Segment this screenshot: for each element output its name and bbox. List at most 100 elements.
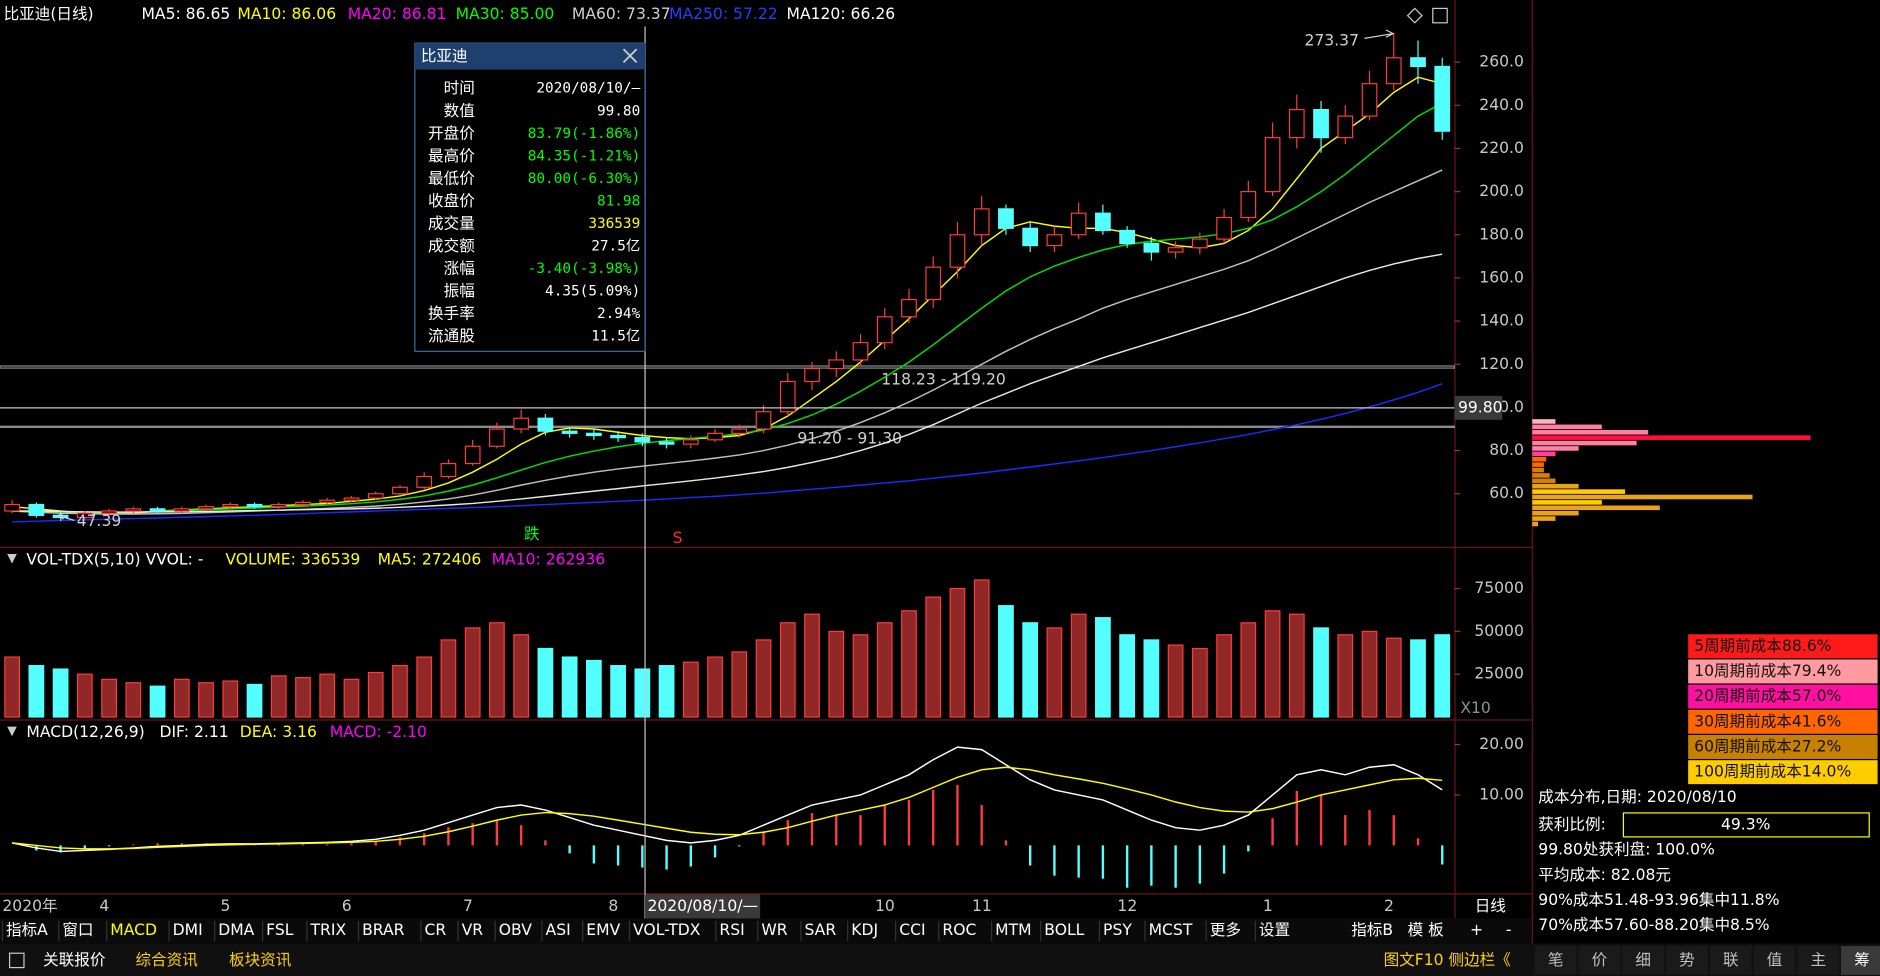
toolbar-tab[interactable]: - — [1506, 921, 1512, 939]
tooltip-label: 最低价 — [428, 169, 475, 187]
toolbar-tab[interactable]: WR — [761, 921, 787, 939]
toolbar-tab[interactable]: FSL — [266, 921, 294, 939]
toolbar-tab[interactable]: VR — [462, 921, 484, 939]
side-tab[interactable]: 主 — [1810, 951, 1826, 969]
side-tab[interactable]: 联 — [1723, 951, 1739, 969]
side-tab[interactable]: 价 — [1592, 951, 1608, 969]
volume-bar — [1167, 644, 1184, 718]
y-tick-label: 50000 — [1474, 622, 1524, 640]
side-tab-bg — [1622, 946, 1665, 975]
volume-bar — [634, 668, 651, 718]
tooltip-label: 涨幅 — [444, 260, 475, 278]
volume-bar — [1313, 627, 1329, 718]
tooltip-value: 336539 — [588, 216, 640, 232]
candle-body — [610, 434, 626, 439]
x-tick-label: 2 — [1384, 897, 1394, 915]
y-tick-label: 120.0 — [1479, 355, 1524, 373]
cost-bar — [1532, 467, 1544, 473]
volume-bar — [949, 587, 966, 718]
bottom-link[interactable]: 板块资讯 — [229, 951, 292, 969]
candle-body — [392, 486, 408, 495]
cost-bar — [1532, 489, 1626, 494]
toolbar-tab[interactable]: CCI — [899, 921, 925, 939]
toolbar-tab[interactable]: DMI — [173, 921, 203, 939]
side-tab[interactable]: 值 — [1767, 951, 1783, 969]
volume-bar — [319, 673, 336, 718]
toolbar-tab[interactable]: TRIX — [310, 921, 347, 939]
toolbar-tab[interactable]: MACD — [110, 921, 157, 939]
candle-body — [901, 298, 917, 318]
toolbar-tab[interactable]: MTM — [995, 921, 1031, 939]
toolbar-tab[interactable]: 指标B — [1351, 921, 1393, 939]
y-tick-label: 140.0 — [1479, 312, 1524, 330]
side-tab[interactable]: 筹 — [1854, 951, 1870, 969]
side-tab[interactable]: 势 — [1679, 951, 1695, 969]
diamond-icon[interactable] — [1406, 7, 1423, 24]
toolbar-tab[interactable]: 设置 — [1259, 921, 1290, 939]
cost-legend-box — [1688, 734, 1878, 759]
legend-item: VOL-TDX(5,10) VVOL: - — [26, 550, 203, 568]
volume-bar — [1119, 634, 1136, 718]
candle-body — [1361, 83, 1378, 117]
toolbar-tab[interactable]: SAR — [805, 921, 837, 939]
side-link[interactable]: 图文F10 侧边栏《 — [1384, 951, 1511, 969]
chart-title: 比亚迪(日线) — [4, 5, 94, 23]
candle-body — [658, 441, 675, 445]
side-tab-bg — [1753, 946, 1796, 975]
cost-legend-box — [1688, 760, 1878, 785]
toolbar-tab[interactable]: ROC — [942, 921, 976, 939]
cost-legend-box — [1688, 634, 1878, 659]
toolbar-tab[interactable]: EMV — [586, 921, 620, 939]
toolbar-tab[interactable]: MCST — [1149, 921, 1193, 939]
volume-bar — [1361, 630, 1378, 718]
tooltip-box — [414, 42, 646, 352]
toolbar-tab[interactable]: DMA — [218, 921, 254, 939]
side-tab[interactable]: 笔 — [1548, 951, 1564, 969]
candle-body — [440, 462, 457, 478]
volume-bar — [1434, 634, 1451, 718]
toolbar-tab[interactable]: CR — [424, 921, 446, 939]
volume-bar — [585, 659, 602, 718]
toolbar-tab[interactable]: 窗口 — [62, 921, 93, 939]
candle-body — [1264, 137, 1281, 193]
window-icon[interactable] — [1432, 7, 1448, 24]
price-range — [0, 365, 1455, 369]
candle-body — [246, 503, 263, 508]
y-tick-label: 75000 — [1474, 579, 1524, 597]
bottom-link[interactable]: 关联报价 — [43, 951, 106, 969]
legend-item: MA60: 73.37 — [572, 5, 671, 23]
legend-item: MA30: 85.00 — [456, 5, 555, 23]
x-tick-label: 6 — [342, 897, 352, 915]
toolbar-tab[interactable]: PSY — [1103, 921, 1132, 939]
toolbar-tab[interactable]: VOL-TDX — [633, 921, 701, 939]
toolbar-tab[interactable]: OBV — [499, 921, 532, 939]
y-tick-label: 160.0 — [1479, 268, 1524, 286]
ma-line — [12, 383, 1443, 523]
candle-body — [295, 501, 311, 506]
volume-bar — [998, 605, 1014, 718]
cost-date: 成本分布,日期: 2020/08/10 — [1538, 788, 1736, 806]
candle-body — [1337, 115, 1354, 139]
crosshair-date-box — [645, 894, 761, 919]
toolbar-tab[interactable]: + — [1470, 921, 1483, 939]
toolbar-tab[interactable]: 指标A — [6, 921, 48, 939]
x-tick-label: 7 — [463, 897, 473, 915]
bottom-link[interactable]: 综合资讯 — [135, 951, 198, 969]
toolbar-tab[interactable]: BOLL — [1044, 921, 1084, 939]
tooltip-value: 83.79(-1.86%) — [528, 126, 641, 142]
close-icon[interactable] — [622, 48, 638, 63]
toolbar-tab[interactable]: KDJ — [851, 921, 878, 939]
toolbar-tab[interactable]: BRAR — [362, 921, 405, 939]
toolbar-tab[interactable]: 模 板 — [1408, 921, 1445, 939]
legend-item: MA10: 262936 — [492, 550, 606, 568]
candle-body — [28, 503, 45, 516]
volume-bar — [537, 647, 554, 718]
candle-body — [1216, 216, 1232, 240]
toolbar-tab[interactable]: 更多 — [1210, 921, 1241, 939]
side-tab[interactable]: 细 — [1635, 951, 1651, 969]
volume-bar — [392, 665, 408, 718]
volume-bar — [76, 673, 93, 718]
candle-body — [731, 428, 748, 434]
toolbar-tab[interactable]: ASI — [546, 921, 571, 939]
toolbar-tab[interactable]: RSI — [719, 921, 744, 939]
